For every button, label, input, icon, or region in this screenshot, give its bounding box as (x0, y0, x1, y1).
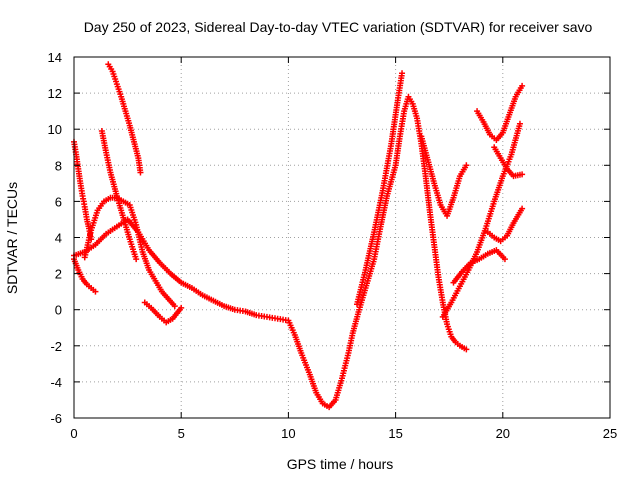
data-point (519, 205, 526, 212)
data-point (463, 162, 470, 169)
x-tick-label: 20 (496, 426, 510, 441)
x-axis-label: GPS time / hours (287, 456, 394, 472)
data-point (516, 120, 523, 127)
y-tick-label: -6 (50, 411, 62, 426)
series-arc-right-steep (354, 70, 406, 308)
y-tick-label: 4 (55, 231, 62, 246)
x-tick-label: 0 (70, 426, 77, 441)
data-point (463, 346, 470, 353)
series-arc-left-low (71, 256, 99, 295)
series-arc-right-top (474, 82, 526, 144)
y-tick-label: 6 (55, 194, 62, 209)
data-point (399, 70, 406, 77)
y-tick-label: 0 (55, 303, 62, 318)
data-point (519, 171, 526, 178)
grid-lines (74, 57, 610, 418)
y-axis-label: SDTVAR / TECUs (4, 182, 20, 294)
y-tick-label: -4 (50, 375, 62, 390)
series-arc-hump (81, 194, 178, 310)
y-tick-label: 2 (55, 267, 62, 282)
y-tick-labels: -6 -4 -2 0 2 4 6 8 10 12 14 (48, 50, 62, 426)
data-points (71, 61, 526, 411)
axis-ticks (73, 56, 611, 419)
y-tick-label: 12 (48, 86, 62, 101)
data-point (519, 82, 526, 89)
y-tick-label: -2 (50, 339, 62, 354)
series-arc-right-low (450, 247, 508, 286)
data-point (178, 304, 185, 311)
x-tick-label: 15 (388, 426, 402, 441)
x-tick-labels: 0 5 10 15 20 25 (70, 426, 617, 441)
data-point (137, 169, 144, 176)
chart-title: Day 250 of 2023, Sidereal Day-to-day VTE… (84, 19, 593, 35)
series-arc-right-rise (439, 120, 523, 320)
data-point (133, 256, 140, 263)
x-tick-label: 5 (178, 426, 185, 441)
series-arc-main (71, 93, 470, 411)
y-tick-label: 8 (55, 158, 62, 173)
series-arc-low-mid (141, 299, 185, 326)
y-tick-label: 10 (48, 122, 62, 137)
series-arc-right-middle (491, 144, 526, 180)
x-tick-label: 10 (281, 426, 295, 441)
series-arc-upper-left (105, 61, 144, 176)
data-point (501, 256, 508, 263)
series-arc-right-dip (418, 133, 470, 219)
data-point (92, 288, 99, 295)
x-tick-label: 25 (603, 426, 617, 441)
y-tick-label: 14 (48, 50, 62, 65)
series-arc-right-small (484, 205, 526, 245)
data-point (171, 303, 178, 310)
